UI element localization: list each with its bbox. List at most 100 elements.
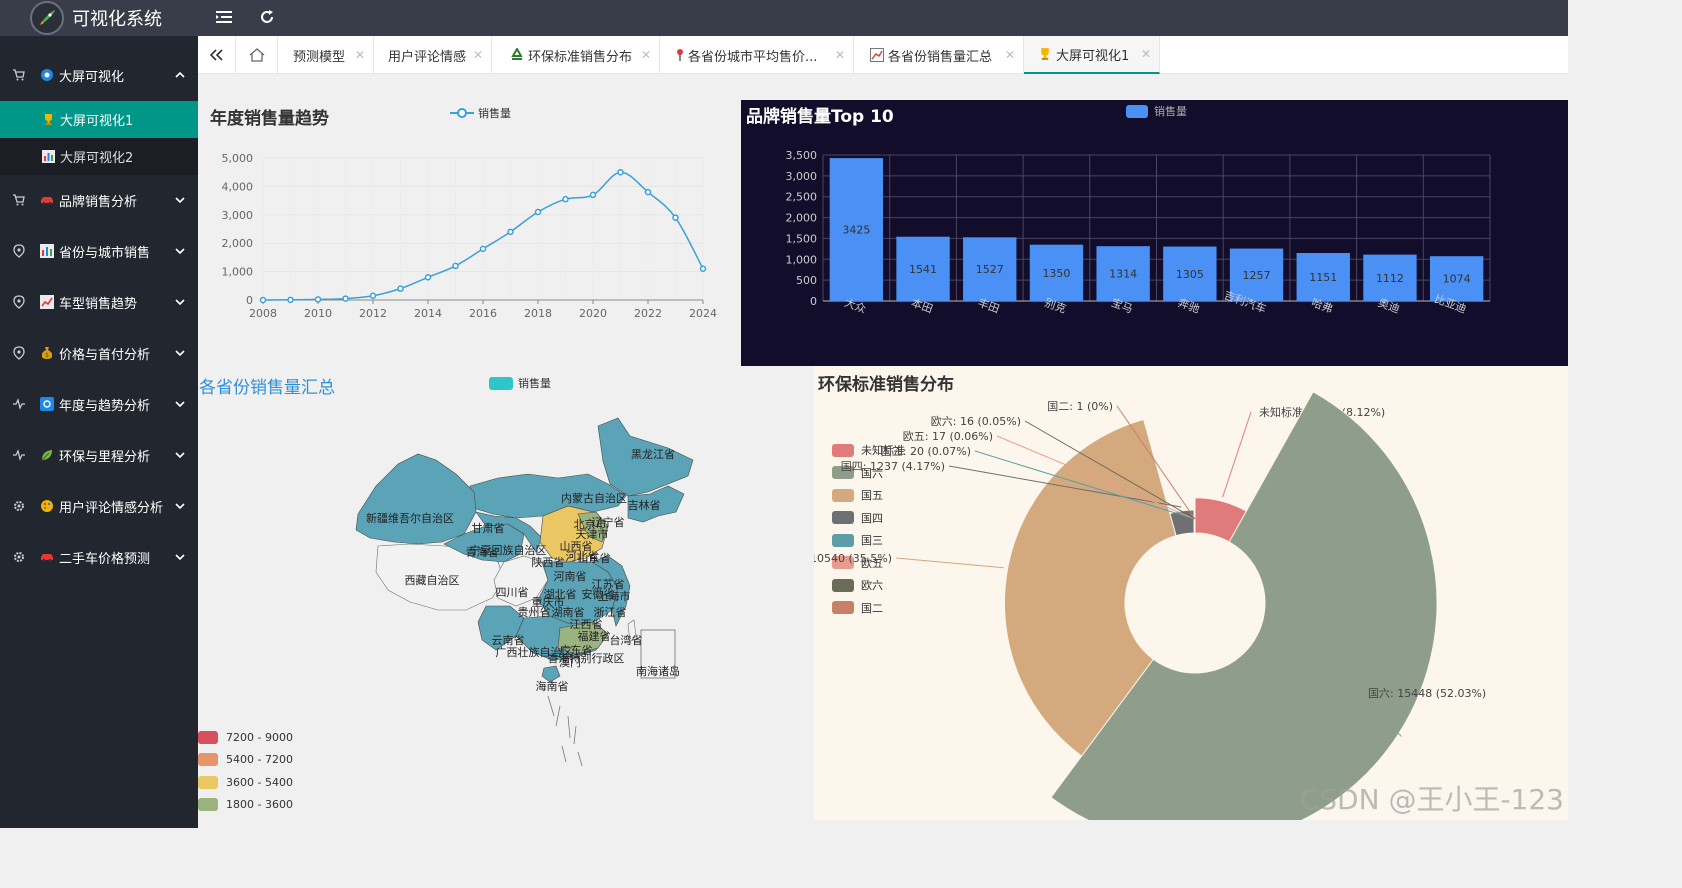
tab-dashboard1[interactable]: 大屏可视化1 ✕ xyxy=(1024,36,1160,74)
watermark: CSDN @王小王-123 xyxy=(1299,783,1564,816)
tab-label: 各省份城市平均售价... xyxy=(688,49,818,65)
tab-eco-standard[interactable]: 环保标准销售分布 ✕ xyxy=(492,36,660,74)
data-point[interactable] xyxy=(589,191,597,199)
label-leader-line xyxy=(1024,420,1196,520)
tab-province-sales[interactable]: 各省份销售量汇总 ✕ xyxy=(854,36,1024,74)
data-point[interactable] xyxy=(369,292,377,299)
bar[interactable] xyxy=(1363,254,1417,301)
sidebar-item-label: 大屏可视化 xyxy=(59,70,125,85)
y-tick-label: 2,000 xyxy=(786,212,818,225)
data-point[interactable] xyxy=(507,228,514,236)
data-point[interactable] xyxy=(562,195,569,203)
bar[interactable] xyxy=(1229,248,1284,301)
tab-scroll-left[interactable] xyxy=(198,36,236,74)
sidebar-item-model-trend[interactable]: 车型销售趋势 xyxy=(0,277,198,328)
sidebar-item-sentiment[interactable]: 用户评论情感分析 xyxy=(0,481,198,532)
pie-slice[interactable] xyxy=(1004,418,1177,757)
refresh-icon[interactable] xyxy=(254,4,280,30)
slice-label: 国五: 10540 (35.5%) xyxy=(814,552,892,565)
chart-title: 环保标准销售分布 xyxy=(818,375,954,395)
pie-legend-item[interactable]: 国三 xyxy=(832,529,905,552)
data-point[interactable] xyxy=(534,208,542,216)
region-label: 安徽省 xyxy=(582,587,615,601)
region-label: 北京市 xyxy=(574,517,607,531)
pie-legend-item[interactable]: 国六 xyxy=(832,462,905,485)
close-icon[interactable]: ✕ xyxy=(1004,48,1015,62)
chart-legend[interactable]: 销售量 xyxy=(489,375,551,391)
bar[interactable] xyxy=(829,158,884,301)
sidebar-item-eco-mileage[interactable]: 环保与里程分析 xyxy=(0,430,198,481)
visual-map-legend[interactable]: 7200 - 9000 5400 - 7200 3600 - 5400 1800 - … xyxy=(198,726,293,816)
pie-legend-item[interactable]: 国五 xyxy=(832,484,905,507)
sidebar-item-price-downpayment[interactable]: $ 价格与首付分析 xyxy=(0,328,198,379)
close-icon[interactable]: ✕ xyxy=(354,48,365,62)
pie-legend-item[interactable]: 国四 xyxy=(832,507,905,530)
pie-legend-item[interactable]: 未知标准 xyxy=(832,439,905,462)
bar[interactable] xyxy=(1296,252,1350,301)
sidebar-subitem-dashboard1[interactable]: 大屏可视化1 xyxy=(0,101,198,138)
region-label: 天津市 xyxy=(576,527,609,541)
chevron-down-icon xyxy=(175,350,185,357)
location-icon xyxy=(13,346,25,360)
sidebar-item-brand-sales[interactable]: 品牌销售分析 xyxy=(0,175,198,226)
data-point[interactable] xyxy=(424,274,432,281)
data-point[interactable] xyxy=(644,188,652,196)
bar[interactable] xyxy=(1029,244,1084,301)
close-icon[interactable]: ✕ xyxy=(834,48,845,62)
bar-value-label: 1527 xyxy=(976,263,1004,276)
money-bag-icon: $ xyxy=(41,347,53,359)
close-icon[interactable]: ✕ xyxy=(1140,47,1151,61)
tab-user-sentiment[interactable]: 用户评论情感 ✕ xyxy=(374,36,492,74)
pie-legend[interactable]: 未知标准 国六 国五 国四 国三 欧五 欧六 国二 xyxy=(832,439,905,619)
region-label: 台湾省 xyxy=(610,633,643,647)
pie-slice[interactable] xyxy=(1050,391,1438,820)
bar[interactable] xyxy=(963,237,1017,301)
region-label: 甘肃省 xyxy=(472,522,505,535)
bar[interactable] xyxy=(1163,246,1217,301)
pie-legend-item[interactable]: 国二 xyxy=(832,597,905,620)
visual-map-item[interactable]: 1800 - 3600 xyxy=(198,794,293,817)
sidebar-item-dashboard[interactable]: 大屏可视化 xyxy=(0,50,198,101)
label-leader-line xyxy=(996,435,1195,520)
visual-map-label: 5400 - 7200 xyxy=(226,753,293,767)
data-point[interactable] xyxy=(672,214,679,221)
tab-home[interactable] xyxy=(236,36,278,74)
sidebar-item-price-prediction[interactable]: 二手车价格预测 xyxy=(0,532,198,583)
visual-map-item[interactable]: 3600 - 5400 xyxy=(198,771,293,794)
menu-toggle-icon[interactable] xyxy=(211,4,237,30)
sidebar-item-year-trend[interactable]: 年度与趋势分析 xyxy=(0,379,198,430)
pie-legend-item[interactable]: 欧六 xyxy=(832,574,905,597)
region-label: 重庆市 xyxy=(532,595,565,609)
data-point[interactable] xyxy=(314,296,322,303)
visual-map-item[interactable]: 7200 - 9000 xyxy=(198,726,293,749)
bar[interactable] xyxy=(1096,246,1150,301)
bar[interactable] xyxy=(1429,256,1484,301)
chart-legend[interactable]: 销售量 xyxy=(450,105,511,121)
tab-prediction-model[interactable]: 预测模型 ✕ xyxy=(278,36,374,74)
data-point[interactable] xyxy=(287,296,294,304)
pie-legend-item[interactable]: 欧五 xyxy=(832,552,905,575)
visual-map-item[interactable]: 5400 - 7200 xyxy=(198,749,293,772)
close-icon[interactable]: ✕ xyxy=(640,48,651,62)
slice-label: 欧五: 17 (0.06%) xyxy=(903,430,993,443)
app-logo[interactable]: 可视化系统 xyxy=(30,0,162,36)
sidebar-item-province-city[interactable]: 省份与城市销售 xyxy=(0,226,198,277)
chevron-down-icon xyxy=(175,503,185,510)
legend-swatch xyxy=(832,488,854,502)
sidebar-subitem-dashboard2[interactable]: 大屏可视化2 xyxy=(0,138,198,175)
close-icon[interactable]: ✕ xyxy=(472,48,483,62)
data-point[interactable] xyxy=(397,285,404,292)
data-point[interactable] xyxy=(342,295,349,302)
data-point[interactable] xyxy=(452,262,459,270)
data-point[interactable] xyxy=(479,245,487,253)
chart-legend[interactable]: 销售量 xyxy=(1126,103,1187,119)
tab-city-avg-price[interactable]: 各省份城市平均售价... ✕ xyxy=(660,36,854,74)
bar-chart-icon xyxy=(42,150,55,163)
data-point[interactable] xyxy=(699,265,707,273)
region-yunnan xyxy=(477,605,525,651)
bar[interactable] xyxy=(896,236,950,301)
data-point[interactable] xyxy=(617,168,624,176)
data-point[interactable] xyxy=(259,296,267,304)
slice-label: 国四: 1237 (4.17%) xyxy=(841,460,945,473)
